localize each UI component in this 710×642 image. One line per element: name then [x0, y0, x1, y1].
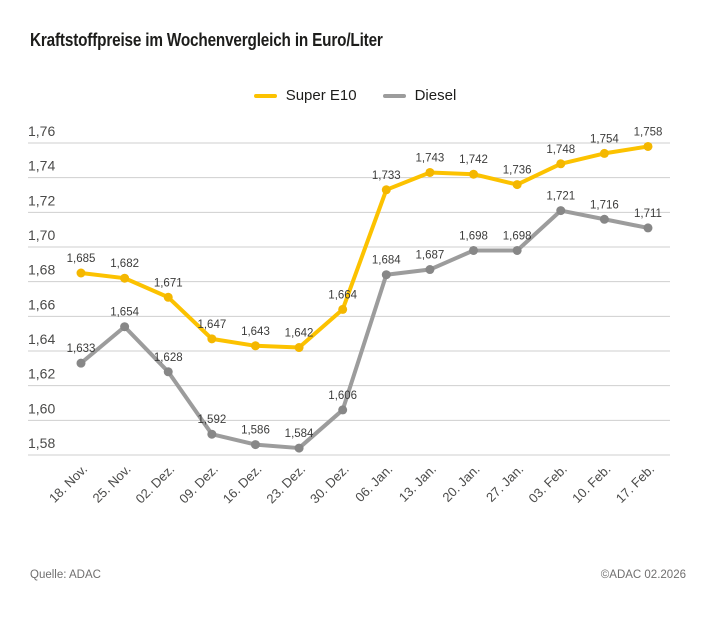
data-label-super-e10: 1,733 [372, 170, 401, 182]
data-label-super-e10: 1,758 [634, 126, 663, 138]
data-label-super-e10: 1,685 [67, 253, 96, 265]
data-label-super-e10: 1,754 [590, 133, 619, 145]
data-label-diesel: 1,584 [285, 428, 314, 440]
y-axis-tick-label: 1,72 [28, 192, 55, 208]
y-axis-tick-label: 1,76 [28, 123, 55, 139]
data-point-super-e10 [294, 343, 304, 353]
data-label-super-e10: 1,642 [285, 328, 314, 340]
data-point-diesel [643, 223, 653, 233]
data-label-super-e10: 1,647 [197, 319, 226, 331]
data-point-super-e10 [643, 141, 653, 151]
y-axis-tick-label: 1,68 [28, 262, 55, 278]
y-axis-tick-label: 1,62 [28, 366, 55, 382]
data-point-diesel [120, 322, 130, 332]
x-axis-tick-label: 20. Jan. [439, 462, 482, 505]
data-point-diesel [76, 358, 86, 368]
data-label-diesel: 1,654 [110, 307, 139, 319]
data-point-diesel [294, 443, 304, 453]
data-point-super-e10 [469, 169, 479, 179]
data-point-diesel [599, 214, 609, 224]
data-point-diesel [512, 245, 522, 255]
series-line-super-e10 [79, 144, 650, 350]
data-label-super-e10: 1,742 [459, 154, 488, 166]
legend-label-diesel: Diesel [414, 87, 457, 104]
data-point-super-e10 [338, 304, 348, 314]
y-axis-tick-label: 1,74 [28, 158, 55, 174]
data-point-super-e10 [556, 159, 566, 169]
data-point-diesel [250, 440, 260, 450]
data-point-diesel [381, 270, 391, 280]
series-line-diesel [79, 208, 650, 451]
x-axis-tick-label: 02. Dez. [133, 462, 178, 507]
x-axis-tick-label: 23. Dez. [263, 462, 308, 507]
x-axis-tick-label: 25. Nov. [90, 462, 134, 506]
x-axis-tick-label: 16. Dez. [220, 462, 265, 507]
legend-item-super-e10: Super E10 [253, 87, 357, 104]
data-point-diesel [425, 265, 435, 275]
legend: Super E10 Diesel [0, 87, 710, 104]
data-label-super-e10: 1,671 [154, 277, 183, 289]
data-point-super-e10 [207, 334, 217, 344]
data-label-super-e10: 1,664 [328, 289, 357, 301]
data-point-super-e10 [425, 167, 435, 177]
data-label-diesel: 1,721 [546, 191, 575, 203]
data-label-super-e10: 1,682 [110, 258, 139, 270]
data-label-super-e10: 1,743 [416, 152, 445, 164]
y-axis-tick-label: 1,70 [28, 227, 55, 243]
data-label-diesel: 1,698 [503, 230, 532, 242]
data-label-super-e10: 1,736 [503, 165, 532, 177]
data-point-diesel [163, 367, 173, 377]
x-axis-tick-label: 17. Feb. [613, 462, 657, 506]
data-label-super-e10: 1,748 [546, 144, 575, 156]
data-point-diesel [469, 245, 479, 255]
data-label-diesel: 1,592 [197, 414, 226, 426]
data-label-diesel: 1,711 [634, 208, 662, 220]
footer: Quelle: ADAC ©ADAC 02.2026 [30, 569, 686, 581]
data-label-diesel: 1,684 [372, 255, 401, 267]
data-label-diesel: 1,633 [67, 343, 96, 355]
y-axis-tick-label: 1,66 [28, 296, 55, 312]
x-axis-tick-label: 09. Dez. [176, 462, 221, 507]
data-point-super-e10 [599, 148, 609, 158]
data-label-super-e10: 1,643 [241, 326, 270, 338]
legend-label-super-e10: Super E10 [285, 87, 357, 104]
copyright-note: ©ADAC 02.2026 [600, 569, 686, 581]
data-point-super-e10 [76, 268, 86, 278]
data-point-diesel [338, 405, 348, 415]
data-point-super-e10 [250, 341, 260, 351]
data-label-diesel: 1,586 [241, 425, 270, 437]
data-point-super-e10 [512, 180, 522, 190]
y-axis-tick-label: 1,64 [28, 331, 55, 347]
y-axis-tick-label: 1,58 [28, 435, 55, 451]
data-label-diesel: 1,687 [416, 250, 445, 262]
super-e10-color-swatch [253, 93, 277, 98]
data-label-diesel: 1,606 [328, 390, 357, 402]
data-point-diesel [556, 206, 566, 216]
data-point-super-e10 [120, 273, 130, 283]
chart-title: Kraftstoffpreise im Wochenvergleich in E… [30, 30, 383, 50]
x-axis-tick-label: 06. Jan. [352, 462, 395, 505]
x-axis-tick-label: 10. Feb. [569, 462, 613, 506]
x-axis-tick-label: 30. Dez. [307, 462, 352, 507]
data-label-diesel: 1,716 [590, 199, 619, 211]
x-axis-tick-label: 18. Nov. [46, 462, 90, 506]
legend-item-diesel: Diesel [382, 87, 457, 104]
data-point-super-e10 [381, 185, 391, 195]
diesel-color-swatch [382, 93, 406, 98]
data-label-diesel: 1,698 [459, 230, 488, 242]
source-note: Quelle: ADAC [30, 569, 101, 581]
data-label-diesel: 1,628 [154, 352, 183, 364]
data-point-diesel [207, 429, 217, 439]
x-axis-tick-label: 03. Feb. [526, 462, 570, 506]
data-point-super-e10 [163, 292, 173, 302]
x-axis-tick-label: 13. Jan. [396, 462, 439, 505]
y-axis-tick-label: 1,60 [28, 400, 55, 416]
x-axis-tick-label: 27. Jan. [483, 462, 526, 505]
